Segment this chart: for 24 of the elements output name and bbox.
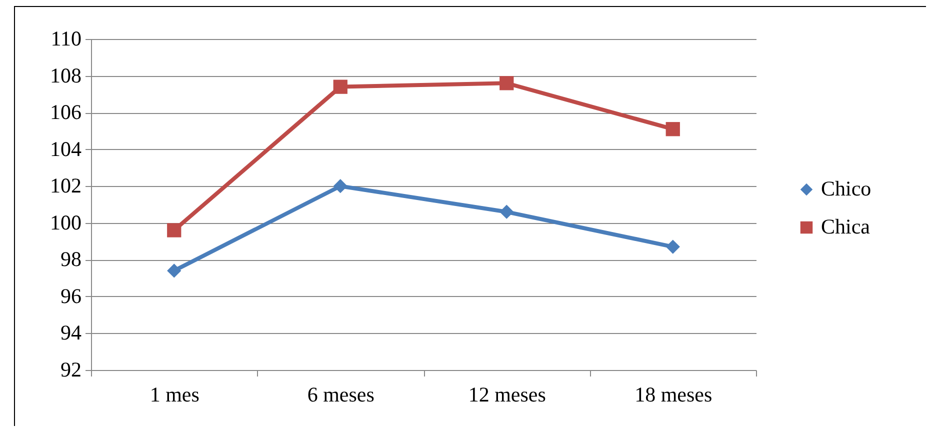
y-tick-label: 110 (50, 26, 82, 50)
legend-label: Chico (821, 176, 872, 200)
y-tick-label: 94 (60, 320, 82, 345)
point (333, 80, 348, 94)
point (167, 223, 182, 238)
point (666, 240, 680, 254)
y-tick-label: 92 (60, 358, 82, 382)
x-tick-label: 12 meses (468, 382, 546, 406)
x-tick-label: 1 mes (150, 382, 200, 406)
point (167, 264, 182, 278)
x-tick-label: 6 meses (307, 382, 374, 406)
y-tick-label: 98 (60, 247, 82, 272)
y-tick-label: 106 (50, 100, 82, 124)
point (666, 122, 680, 136)
y-tick-label: 104 (50, 136, 82, 161)
y-tick-label: 96 (60, 284, 82, 308)
point (500, 76, 514, 90)
point (333, 179, 348, 194)
y-tick-label: 108 (50, 63, 82, 88)
x-tick-label: 18 meses (634, 382, 712, 406)
legend-label: Chica (821, 214, 871, 238)
y-tick-label: 100 (50, 210, 82, 234)
y-tick-label: 102 (50, 174, 82, 198)
point (500, 204, 514, 219)
